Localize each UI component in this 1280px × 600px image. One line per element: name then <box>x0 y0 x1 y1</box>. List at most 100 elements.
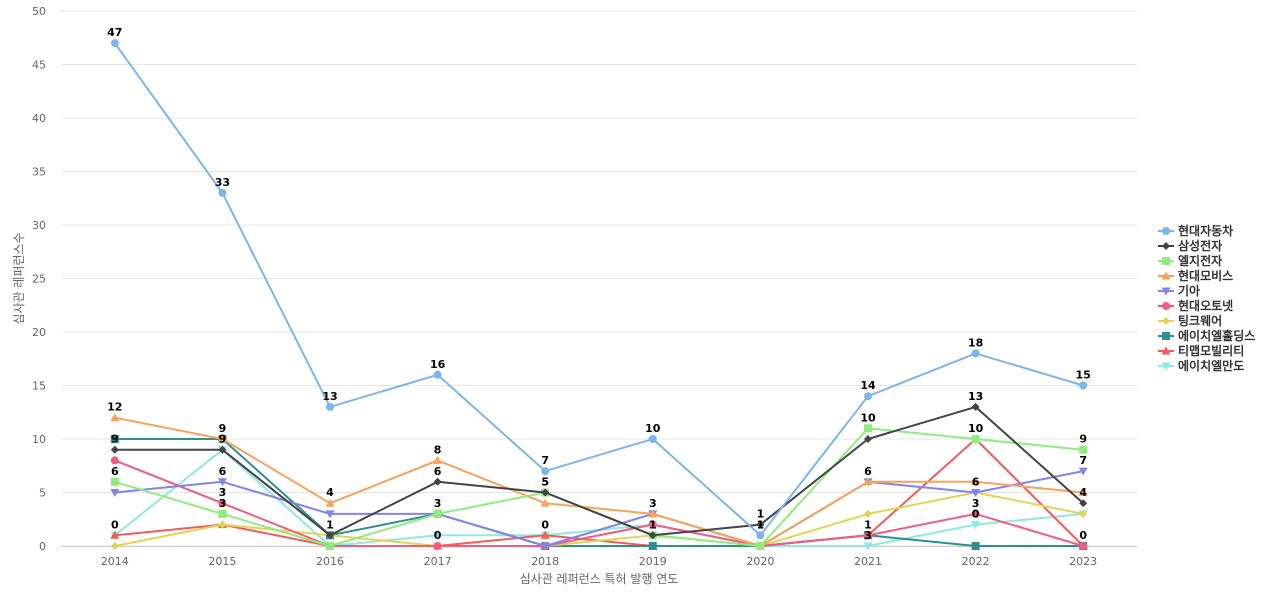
data-point <box>971 509 980 518</box>
data-point <box>110 489 120 497</box>
x-tick-label: 2014 <box>101 555 129 568</box>
x-tick-label: 2022 <box>962 555 990 568</box>
data-label: 3 <box>219 486 227 499</box>
data-label: 3 <box>864 529 872 542</box>
data-label: 12 <box>107 401 122 414</box>
data-point <box>971 402 980 411</box>
data-label: 0 <box>111 518 119 531</box>
legend-label: 에이치엘홀딩스 <box>1178 328 1255 343</box>
y-tick-label: 0 <box>39 540 46 553</box>
legend-marker <box>1161 362 1171 371</box>
data-point <box>971 477 981 486</box>
data-point <box>217 478 227 487</box>
y-axis-title: 심사관 레퍼런스수 <box>12 232 26 324</box>
data-point <box>433 455 443 464</box>
legend-item[interactable]: 기아 <box>1158 283 1200 298</box>
legend-item[interactable]: 현대자동차 <box>1158 223 1233 238</box>
legend-label: 현대오토넷 <box>1178 298 1233 313</box>
data-label: 9 <box>1079 433 1087 446</box>
data-point <box>433 477 442 486</box>
x-axis-title: 심사관 레퍼런스 특허 발행 연도 <box>520 571 679 586</box>
legend-marker <box>1161 346 1171 355</box>
data-label: 3 <box>219 497 227 510</box>
data-label: 1 <box>649 518 657 531</box>
data-label: 1 <box>757 508 765 521</box>
data-point <box>218 445 227 454</box>
data-point <box>971 521 981 530</box>
data-point <box>326 402 334 411</box>
data-point <box>326 531 334 540</box>
legend-item[interactable]: 삼성전자 <box>1158 238 1222 253</box>
data-label: 5 <box>541 476 549 489</box>
x-tick-label: 2023 <box>1069 555 1097 568</box>
data-label: 7 <box>541 454 549 467</box>
data-label: 4 <box>326 486 334 499</box>
data-point <box>326 542 334 550</box>
x-tick-label: 2017 <box>424 555 452 568</box>
legend-item[interactable]: 엘지전자 <box>1158 253 1222 268</box>
legend-item[interactable]: 티맵모빌리티 <box>1158 343 1244 358</box>
legend-label: 삼성전자 <box>1178 238 1222 253</box>
data-label: 10 <box>968 422 984 435</box>
legend-label: 팅크웨어 <box>1178 313 1222 328</box>
data-point <box>971 489 981 497</box>
y-tick-label: 50 <box>32 5 46 18</box>
data-label: 8 <box>434 443 442 456</box>
data-label: 0 <box>541 518 549 531</box>
data-point <box>1078 488 1088 496</box>
series-7 <box>110 488 1088 550</box>
y-tick-label: 25 <box>32 273 46 286</box>
legend: 현대자동차삼성전자엘지전자현대모비스기아현대오토넷팅크웨어에이치엘홀딩스티맵모빌… <box>1158 223 1255 373</box>
y-tick-label: 30 <box>32 219 46 232</box>
data-point <box>648 435 657 443</box>
legend-marker <box>1161 271 1171 280</box>
data-point <box>110 542 119 550</box>
legend-item[interactable]: 에이치엘홀딩스 <box>1158 328 1255 343</box>
legend-item[interactable]: 팅크웨어 <box>1158 313 1222 328</box>
legend-label: 에이치엘만도 <box>1178 358 1244 373</box>
data-label: 3 <box>649 497 657 510</box>
legend-marker <box>1162 257 1170 265</box>
data-label: 0 <box>434 529 442 542</box>
legend-item[interactable]: 현대오토넷 <box>1158 298 1233 313</box>
data-label: 6 <box>219 465 227 478</box>
y-tick-label: 5 <box>39 487 46 500</box>
legend-item[interactable]: 에이치엘만도 <box>1158 358 1244 373</box>
data-point <box>433 509 442 518</box>
legend-marker <box>1162 227 1170 235</box>
y-tick-label: 45 <box>32 59 46 72</box>
data-point <box>217 434 227 443</box>
data-label: 0 <box>972 508 980 521</box>
data-point <box>863 542 873 551</box>
data-point <box>1079 381 1088 390</box>
data-point <box>864 435 872 443</box>
legend-marker <box>1161 287 1171 296</box>
data-point <box>541 467 550 476</box>
data-label: 10 <box>645 422 661 435</box>
series-line <box>114 416 1084 547</box>
series-2 <box>110 402 1088 540</box>
series-line <box>114 470 1084 547</box>
data-label: 13 <box>968 390 983 403</box>
data-label: 6 <box>972 476 980 489</box>
y-tick-label: 15 <box>32 380 46 393</box>
data-label: 1 <box>326 518 334 531</box>
data-point <box>540 498 550 507</box>
data-point <box>218 509 227 518</box>
data-label: 9 <box>111 433 119 446</box>
data-label: 5 <box>541 476 549 489</box>
x-tick-label: 2016 <box>316 555 344 568</box>
data-point <box>756 531 765 540</box>
legend-label: 엘지전자 <box>1178 253 1222 268</box>
data-label: 1 <box>757 518 765 531</box>
data-point <box>540 530 550 539</box>
x-tick-label: 2019 <box>639 555 667 568</box>
legend-marker <box>1162 332 1170 340</box>
x-tick-label: 2015 <box>208 555 236 568</box>
data-point <box>541 488 550 497</box>
data-label: 3 <box>434 497 442 510</box>
legend-item[interactable]: 현대모비스 <box>1158 268 1233 283</box>
data-point <box>433 531 443 540</box>
